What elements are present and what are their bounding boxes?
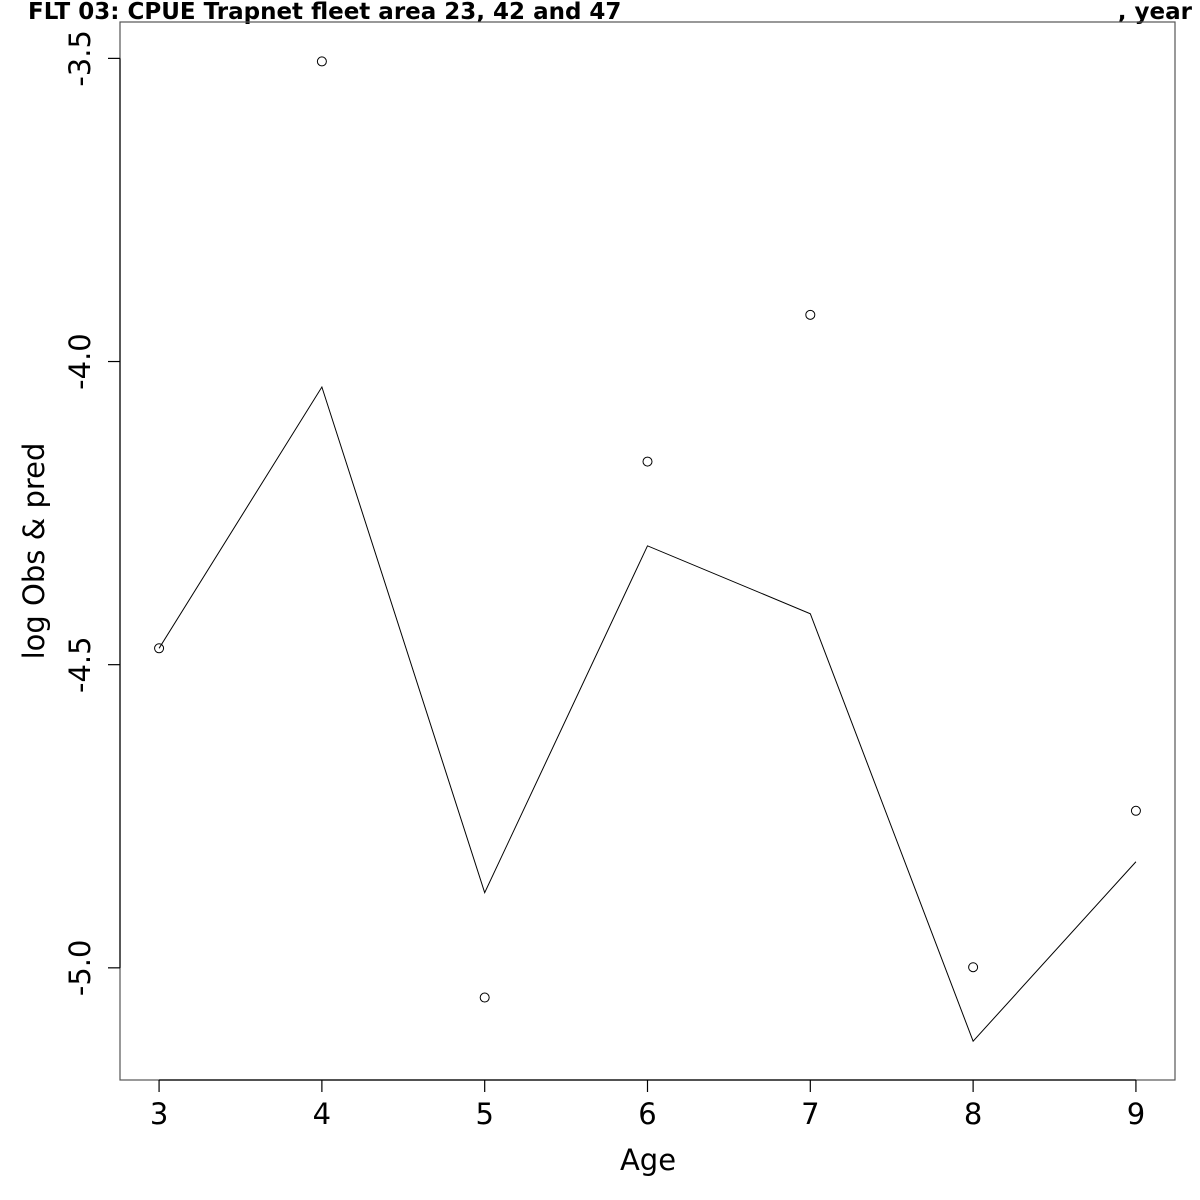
observed-point bbox=[1130, 805, 1141, 816]
x-tick-label: 4 bbox=[313, 1097, 331, 1131]
x-tick-label: 6 bbox=[638, 1097, 656, 1131]
x-tick-label: 3 bbox=[150, 1097, 168, 1131]
observed-point bbox=[316, 56, 327, 67]
x-tick-label: 9 bbox=[1127, 1097, 1145, 1131]
series-layer bbox=[154, 56, 1141, 1043]
observed-point bbox=[154, 643, 165, 654]
x-tick-label: 8 bbox=[964, 1097, 982, 1131]
observed-point bbox=[968, 962, 979, 973]
observed-point bbox=[479, 992, 490, 1003]
plot-frame bbox=[119, 21, 1176, 1081]
chart-title: FLT 03: CPUE Trapnet fleet area 23, 42 a… bbox=[28, 0, 622, 25]
y-tick-label: -4.0 bbox=[63, 333, 97, 390]
x-tick-label: 5 bbox=[475, 1097, 493, 1131]
predicted-line bbox=[158, 385, 1137, 1043]
observed-point bbox=[642, 456, 653, 467]
y-axis-label: log Obs & pred bbox=[17, 443, 51, 660]
observed-point bbox=[805, 309, 816, 320]
x-axis-label: Age bbox=[620, 1143, 676, 1177]
y-tick-label: -4.5 bbox=[63, 636, 97, 693]
y-tick-label: -3.5 bbox=[63, 30, 97, 87]
x-axis: 3 4 5 6 7 8 9 bbox=[150, 1079, 1145, 1131]
x-tick-label: 7 bbox=[801, 1097, 819, 1131]
y-axis: -3.5 -4.0 -4.5 -5.0 bbox=[63, 30, 121, 997]
y-tick-label: -5.0 bbox=[63, 940, 97, 997]
chart-title-suffix: , year bbox=[1117, 0, 1192, 25]
